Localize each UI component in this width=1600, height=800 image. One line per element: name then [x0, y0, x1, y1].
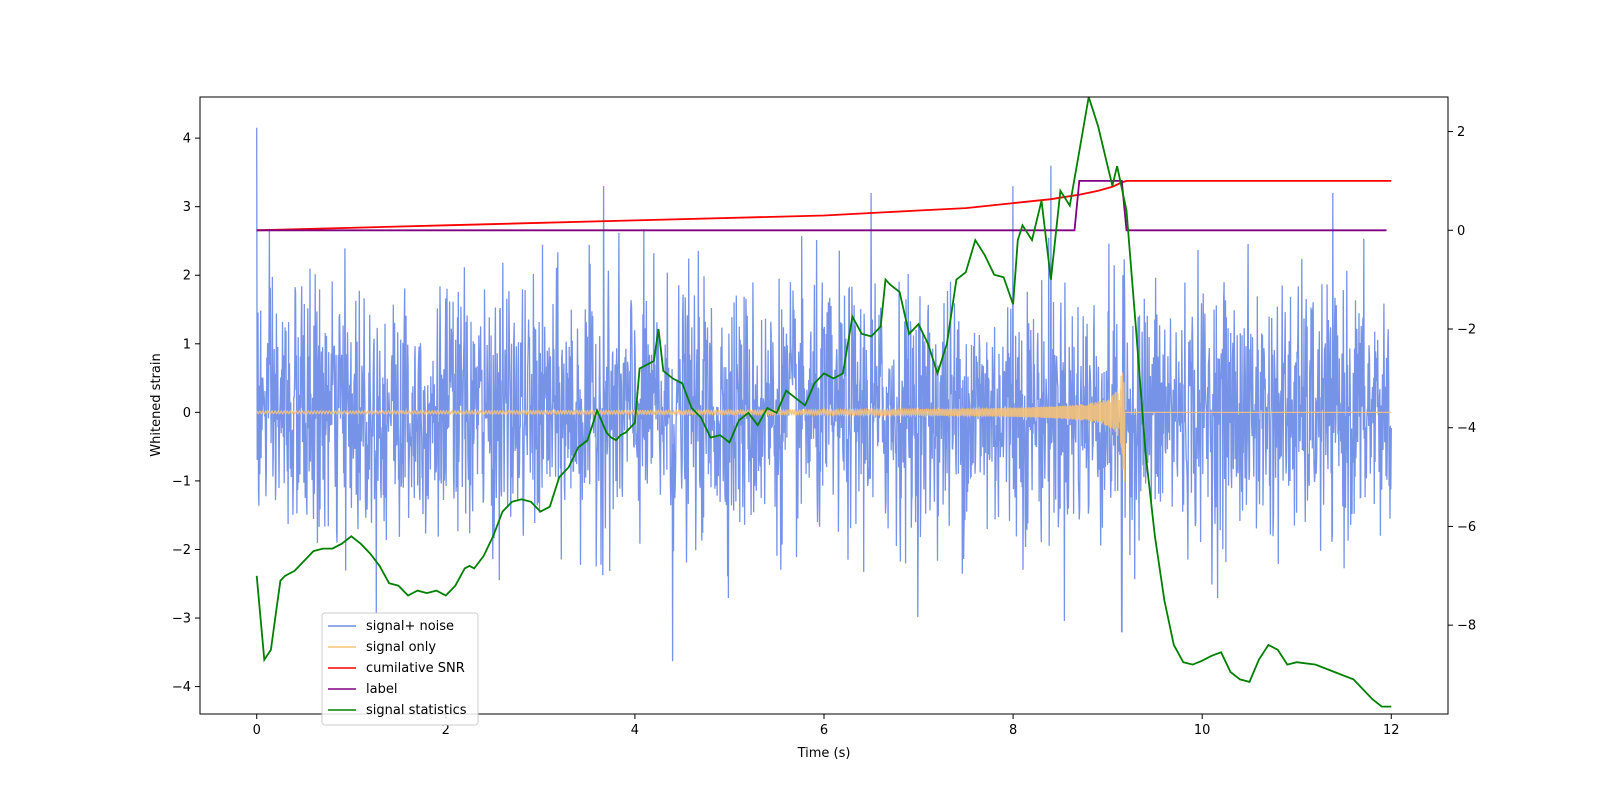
- y-left-tick-label: −3: [172, 612, 191, 627]
- legend-label-label: label: [366, 682, 397, 697]
- x-tick-label: 8: [1009, 723, 1017, 738]
- y-right-tick-label: −2: [1457, 322, 1476, 337]
- y-left-tick-label: 1: [183, 337, 191, 352]
- legend: signal+ noise signal only cumilative SNR…: [321, 612, 479, 726]
- y-axis-left-label: Whitened strain: [149, 353, 164, 456]
- y-left-tick-label: −2: [172, 543, 191, 558]
- y-left-tick-label: −1: [172, 474, 191, 489]
- y-axis-left-ticks: −4 −3 −2 −1 0 1 2 3 4: [172, 132, 200, 695]
- y-left-tick-label: 0: [183, 406, 191, 421]
- legend-label-cumulative-snr: cumilative SNR: [366, 661, 465, 676]
- y-left-tick-label: 3: [183, 200, 191, 215]
- x-tick-label: 12: [1383, 723, 1400, 738]
- series-signal-plus-noise: [256, 127, 1392, 662]
- x-tick-label: 0: [253, 723, 261, 738]
- legend-label-signal-only: signal only: [366, 640, 436, 655]
- y-left-tick-label: −4: [172, 680, 191, 695]
- x-axis-ticks: 0 2 4 6 8 10 12: [253, 714, 1400, 738]
- y-right-tick-label: −4: [1457, 421, 1476, 436]
- series-layer: [255, 97, 1392, 708]
- legend-frame: [321, 612, 479, 726]
- x-tick-label: 4: [631, 723, 639, 738]
- y-left-tick-label: 4: [183, 132, 191, 147]
- y-left-tick-label: 2: [183, 269, 191, 284]
- x-tick-label: 10: [1194, 723, 1211, 738]
- y-right-tick-label: −6: [1457, 520, 1476, 535]
- series-signal-only: [256, 372, 1392, 482]
- x-tick-label: 6: [820, 723, 828, 738]
- y-right-tick-label: 0: [1457, 224, 1465, 239]
- y-right-tick-label: −8: [1457, 619, 1476, 634]
- series-label: [256, 179, 1387, 232]
- x-tick-label: 2: [442, 723, 450, 738]
- y-right-tick-label: 2: [1457, 125, 1465, 140]
- legend-label-signal-plus-noise: signal+ noise: [366, 619, 454, 634]
- series-signal-statistics: [255, 97, 1392, 708]
- x-axis-label: Time (s): [797, 746, 851, 761]
- legend-label-signal-statistics: signal statistics: [366, 703, 467, 718]
- y-axis-right-ticks: 2 0 −2 −4 −6 −8: [1448, 125, 1476, 634]
